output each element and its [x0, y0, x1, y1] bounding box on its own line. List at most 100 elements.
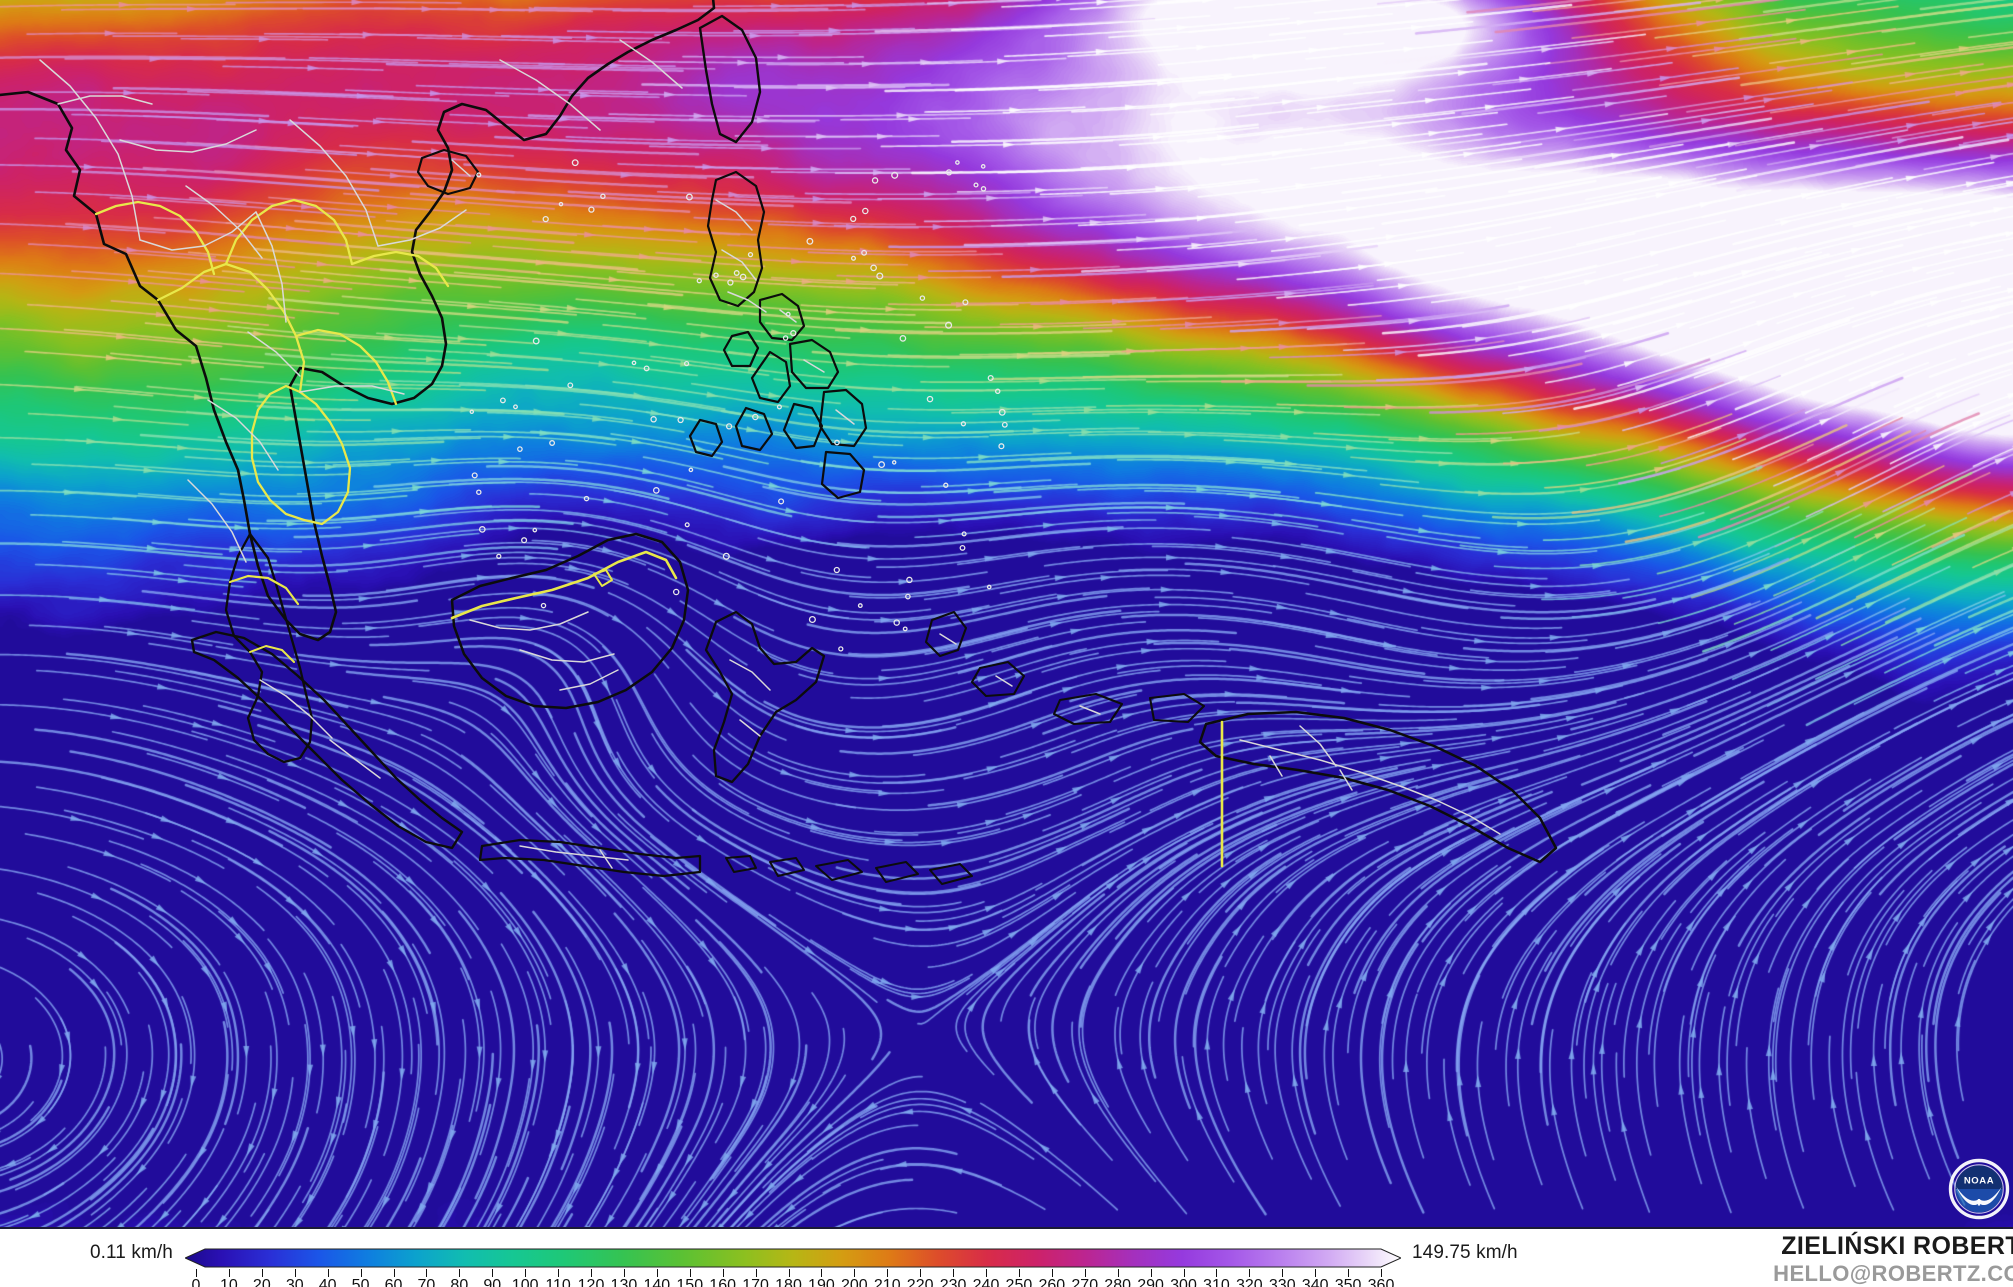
small-island	[899, 335, 907, 342]
colorbar-tick	[360, 1269, 362, 1277]
colorbar-tick	[623, 1269, 625, 1277]
colorbar-tick-label: 350	[1334, 1277, 1362, 1287]
colorbar-tick	[1249, 1269, 1251, 1277]
coastline-taiwan	[698, 14, 762, 144]
small-island	[476, 489, 482, 495]
colorbar-tick-label: 30	[285, 1277, 304, 1287]
colorbar-tick-label: 320	[1235, 1277, 1263, 1287]
colorbar-tick-label: 190	[808, 1277, 835, 1287]
colorbar-legend: 0.11 km/h 149.75 km/h 0 10 20 30 40 50 60 70 80 9…	[0, 1229, 2013, 1287]
admin-boundary-8	[247, 331, 301, 377]
small-island	[994, 388, 1001, 395]
noaa-logo: NOAA	[1948, 1158, 2010, 1220]
small-island	[906, 576, 913, 584]
coastline-sulawesi	[704, 610, 826, 784]
border-laos-vietnam	[294, 328, 398, 406]
coastline-lesser-sunda-4	[929, 863, 973, 885]
small-island	[1001, 421, 1008, 428]
small-island	[861, 249, 868, 256]
colorbar-tick	[1150, 1269, 1152, 1277]
colorbar-tick-label: 20	[252, 1277, 271, 1287]
colorbar-tick	[1381, 1269, 1382, 1277]
small-island	[871, 177, 879, 184]
colorbar-tick	[558, 1269, 560, 1277]
colorbar-tick-label: 90	[483, 1277, 502, 1287]
colorbar-tick-label: 130	[610, 1277, 638, 1287]
small-island	[980, 186, 987, 192]
coastline-sumatra	[190, 630, 464, 850]
coastline-philippines-1	[758, 292, 806, 342]
coastline-new-guinea	[1198, 710, 1558, 864]
border-vietnam-china	[350, 250, 450, 288]
colorbar-tick	[1084, 1269, 1086, 1277]
admin-boundary-24	[729, 659, 771, 691]
colorbar-tick	[1183, 1269, 1185, 1277]
border-malaysia-south	[249, 645, 295, 663]
colorbar-tick	[755, 1269, 757, 1277]
colorbar-tick-label: 210	[873, 1277, 901, 1287]
colorbar-gradient	[185, 1248, 1401, 1268]
small-island	[739, 273, 747, 281]
small-island	[631, 360, 637, 366]
small-island	[733, 270, 740, 276]
colorbar-tick-label: 290	[1137, 1277, 1164, 1287]
colorbar-tick-label: 120	[577, 1277, 605, 1287]
small-island	[722, 552, 730, 560]
colorbar-tick-label: 310	[1203, 1277, 1230, 1287]
admin-boundary-27	[329, 739, 381, 779]
border-cambodia	[250, 384, 306, 522]
colorbar-tick	[525, 1269, 527, 1277]
coastline-philippines-9	[688, 418, 724, 458]
admin-boundary-25	[739, 719, 761, 737]
small-island	[790, 330, 797, 337]
author-name: ZIELIŃSKI ROBERT	[1781, 1232, 2013, 1260]
small-island	[752, 413, 759, 421]
small-island	[469, 409, 475, 415]
colorbar-tick-label: 170	[742, 1277, 769, 1287]
coastline-maluku-2	[1052, 692, 1124, 726]
colorbar-tick-label: 260	[1038, 1277, 1066, 1287]
coastline-philippines-3	[818, 388, 868, 448]
small-island	[567, 382, 574, 389]
small-island	[499, 397, 506, 404]
admin-boundary-21	[469, 611, 589, 631]
colorbar-tick	[196, 1269, 197, 1277]
small-island	[961, 531, 967, 537]
admin-boundary-35	[939, 633, 957, 645]
small-island	[650, 416, 657, 423]
border-thailand-north	[156, 262, 306, 394]
colorbar-tick	[459, 1269, 461, 1277]
colorbar-tick-label: 250	[1005, 1277, 1033, 1287]
colorbar-tick-label: 60	[384, 1277, 403, 1287]
coastline-java	[478, 838, 702, 878]
colorbar[interactable]: 0 10 20 30 40 50 60 70 80 90 100 110 120 130 140 150 160…	[185, 1247, 1401, 1287]
small-island	[857, 603, 863, 609]
admin-boundary-6	[377, 209, 467, 247]
admin-boundary-15	[715, 199, 753, 231]
colorbar-tick-label: 240	[972, 1277, 1000, 1287]
colorbar-tick	[1348, 1269, 1350, 1277]
admin-boundary-12	[451, 159, 471, 177]
coastline-philippines-0	[706, 170, 766, 308]
colorbar-tick-label: 300	[1170, 1277, 1197, 1287]
colorbar-tick-label: 50	[351, 1277, 370, 1287]
small-island	[496, 553, 502, 559]
small-island	[558, 201, 564, 207]
colorbar-tick	[261, 1269, 263, 1277]
small-island	[833, 566, 840, 574]
colorbar-tick-label: 110	[545, 1277, 571, 1287]
coastline-philippines-5	[722, 330, 760, 368]
small-island	[986, 584, 992, 590]
map-viewport[interactable]: NOAA	[0, 0, 2013, 1229]
colorbar-tick	[821, 1269, 823, 1277]
coastline-borneo	[450, 532, 690, 710]
colorbar-tick-label: 200	[840, 1277, 868, 1287]
admin-boundary-14	[619, 39, 683, 89]
small-island	[778, 498, 785, 505]
noaa-logo-text: NOAA	[1964, 1176, 1994, 1187]
small-island	[677, 416, 684, 424]
small-island	[955, 160, 960, 165]
coastline-lesser-sunda-1	[769, 857, 805, 877]
colorbar-tick-label: 220	[906, 1277, 934, 1287]
author-email: HELLO@ROBERTZ.CO	[1773, 1261, 2013, 1286]
